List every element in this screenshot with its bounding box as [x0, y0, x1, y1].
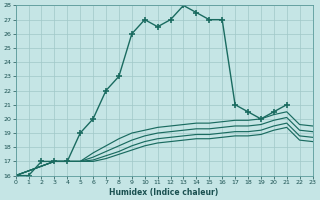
X-axis label: Humidex (Indice chaleur): Humidex (Indice chaleur) [109, 188, 219, 197]
